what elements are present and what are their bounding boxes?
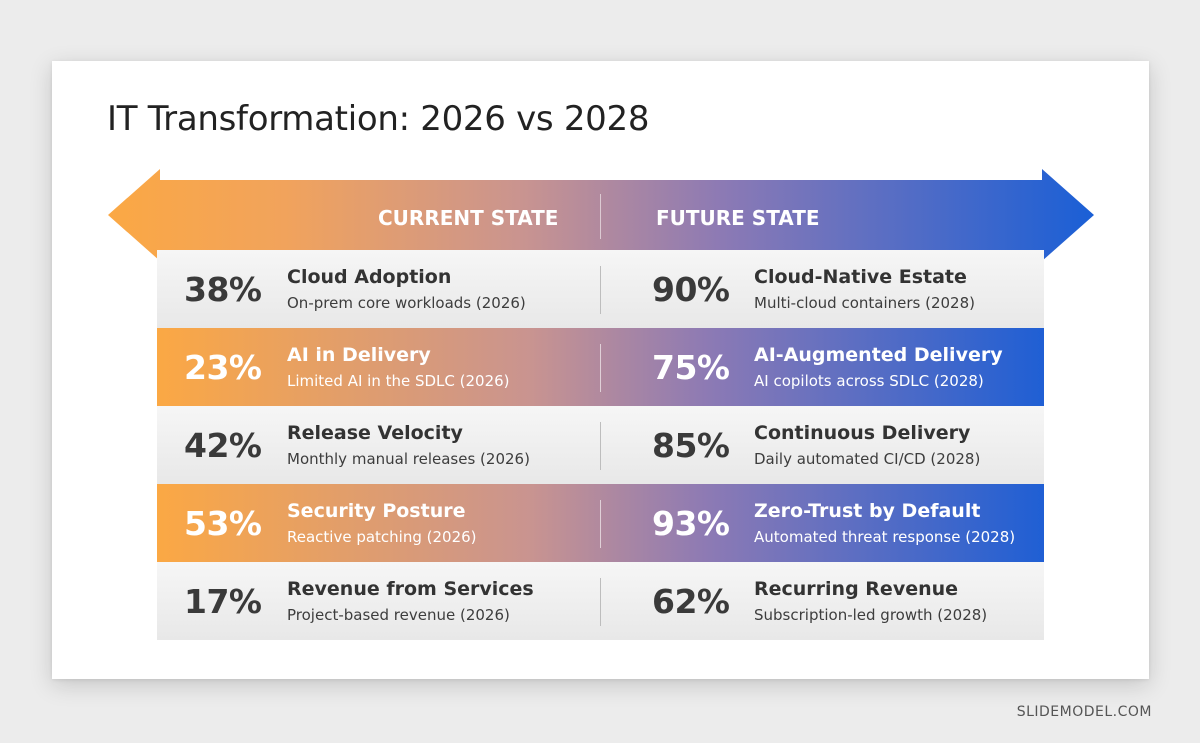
comparison-table: 38% Cloud Adoption On-prem core workload… <box>157 250 1044 640</box>
future-metric-desc: AI copilots across SDLC (2028) <box>754 372 984 390</box>
row-divider <box>600 422 601 470</box>
current-metric-name: Cloud Adoption <box>287 266 452 288</box>
row-divider <box>600 578 601 626</box>
table-row: 23% AI in Delivery Limited AI in the SDL… <box>157 328 1044 406</box>
current-metric-desc: Project-based revenue (2026) <box>287 606 510 624</box>
current-percent: 17% <box>184 582 262 621</box>
slide: IT Transformation: 2026 vs 2028 CURRENT … <box>52 61 1149 679</box>
table-row: 42% Release Velocity Monthly manual rele… <box>157 406 1044 484</box>
row-divider <box>600 500 601 548</box>
current-percent: 38% <box>184 270 262 309</box>
future-percent: 75% <box>652 348 730 387</box>
future-metric-name: Recurring Revenue <box>754 578 959 600</box>
future-percent: 85% <box>652 426 730 465</box>
future-metric-name: Zero-Trust by Default <box>754 500 981 522</box>
current-metric-desc: Monthly manual releases (2026) <box>287 450 530 468</box>
current-metric-name: Release Velocity <box>287 422 463 444</box>
table-row: 17% Revenue from Services Project-based … <box>157 562 1044 640</box>
future-metric-desc: Automated threat response (2028) <box>754 528 1016 546</box>
current-metric-desc: On-prem core workloads (2026) <box>287 294 526 312</box>
row-divider <box>600 344 601 392</box>
future-metric-name: Cloud-Native Estate <box>754 266 967 288</box>
future-metric-name: Continuous Delivery <box>754 422 971 444</box>
watermark: SLIDEMODEL.COM <box>1016 704 1152 720</box>
table-row: 53% Security Posture Reactive patching (… <box>157 484 1044 562</box>
arrow-divider <box>600 194 601 239</box>
current-state-label: CURRENT STATE <box>378 206 559 230</box>
future-percent: 62% <box>652 582 730 621</box>
future-metric-desc: Multi-cloud containers (2028) <box>754 294 976 312</box>
current-metric-name: Security Posture <box>287 500 466 522</box>
slide-title: IT Transformation: 2026 vs 2028 <box>107 99 650 139</box>
current-percent: 23% <box>184 348 262 387</box>
table-row: 38% Cloud Adoption On-prem core workload… <box>157 250 1044 328</box>
future-state-label: FUTURE STATE <box>656 206 820 230</box>
current-metric-name: Revenue from Services <box>287 578 534 600</box>
future-percent: 90% <box>652 270 730 309</box>
current-percent: 42% <box>184 426 262 465</box>
future-metric-desc: Daily automated CI/CD (2028) <box>754 450 981 468</box>
future-metric-name: AI-Augmented Delivery <box>754 344 1003 366</box>
row-divider <box>600 266 601 314</box>
double-arrow-banner <box>108 169 1094 261</box>
current-metric-desc: Reactive patching (2026) <box>287 528 477 546</box>
future-metric-desc: Subscription-led growth (2028) <box>754 606 988 624</box>
current-percent: 53% <box>184 504 262 543</box>
current-metric-name: AI in Delivery <box>287 344 431 366</box>
future-percent: 93% <box>652 504 730 543</box>
current-metric-desc: Limited AI in the SDLC (2026) <box>287 372 510 390</box>
